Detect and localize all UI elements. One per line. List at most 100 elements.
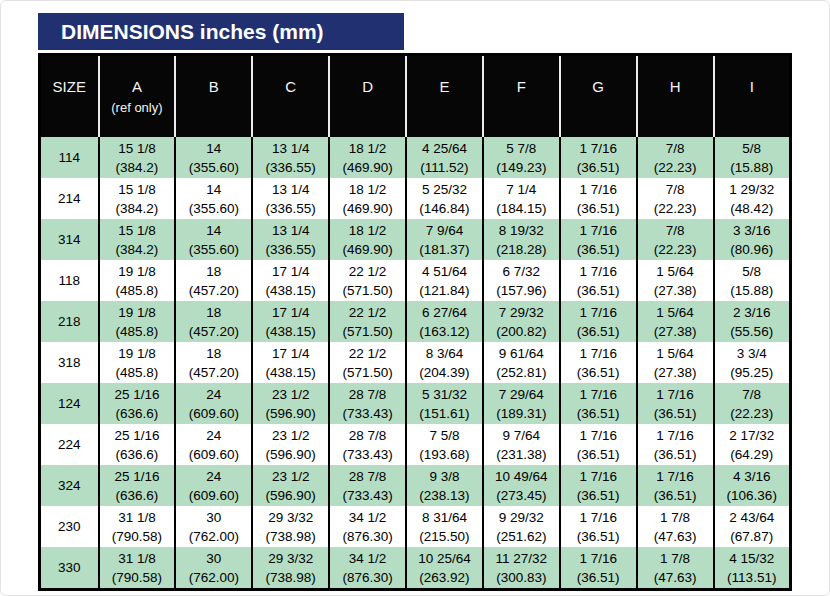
- dim-mm: (36.51): [561, 199, 636, 218]
- table-row: 11819 1/8(485.8)18(457.20)17 1/4(438.15)…: [40, 260, 791, 301]
- table-row: 21415 1/8(384.2)14(355.60)13 1/4(336.55)…: [40, 178, 791, 219]
- dim-mm: (355.60): [176, 158, 251, 177]
- dim-inches: 6 27/64: [407, 303, 482, 322]
- dim-cell: 10 25/64(263.92): [406, 547, 483, 590]
- dim-inches: 6 7/32: [484, 262, 559, 281]
- column-header-f: F: [483, 55, 560, 138]
- column-sublabel: [484, 99, 559, 117]
- column-label: SIZE: [41, 77, 98, 97]
- dim-inches: 23 1/2: [253, 467, 328, 486]
- dim-cell: 1 5/64(27.38): [637, 260, 714, 301]
- dim-cell: 24(609.60): [175, 383, 252, 424]
- dim-mm: (64.29): [715, 445, 790, 464]
- dim-inches: 14: [176, 139, 251, 158]
- dim-inches: 15 1/8: [100, 221, 175, 240]
- dim-cell: 15 1/8(384.2): [99, 137, 176, 178]
- column-label: I: [715, 77, 790, 97]
- dim-cell: 30(762.00): [175, 547, 252, 590]
- dim-inches: 7/8: [638, 180, 713, 199]
- dim-mm: (571.50): [330, 363, 405, 382]
- dim-mm: (231.38): [484, 445, 559, 464]
- dim-cell: 11 27/32(300.83): [483, 547, 560, 590]
- dim-mm: (457.20): [176, 322, 251, 341]
- dim-inches: 25 1/16: [100, 426, 175, 445]
- dim-mm: (189.31): [484, 404, 559, 423]
- dim-inches: 23 1/2: [253, 426, 328, 445]
- title-bar: DIMENSIONS inches (mm): [38, 13, 404, 50]
- dim-cell: 1 7/16(36.51): [560, 506, 637, 547]
- dim-inches: 18: [176, 303, 251, 322]
- dim-inches: 2 3/16: [715, 303, 790, 322]
- dim-inches: 1 5/64: [638, 303, 713, 322]
- dim-inches: 5/8: [715, 139, 790, 158]
- dim-mm: (36.51): [561, 404, 636, 423]
- dim-mm: (438.15): [253, 281, 328, 300]
- dim-inches: 4 15/32: [715, 549, 790, 568]
- dim-mm: (636.6): [100, 445, 175, 464]
- dim-inches: 9 61/64: [484, 344, 559, 363]
- dim-mm: (571.50): [330, 281, 405, 300]
- dim-mm: (36.51): [561, 240, 636, 259]
- dim-cell: 1 7/16(36.51): [560, 301, 637, 342]
- dim-cell: 34 1/2(876.30): [329, 547, 406, 590]
- dim-inches: 9 3/8: [407, 467, 482, 486]
- dim-cell: 7/8(22.23): [637, 219, 714, 260]
- dim-mm: (163.12): [407, 322, 482, 341]
- dim-mm: (15.88): [715, 158, 790, 177]
- dim-mm: (596.90): [253, 404, 328, 423]
- dim-cell: 14(355.60): [175, 219, 252, 260]
- dim-inches: 19 1/8: [100, 303, 175, 322]
- dim-cell: 25 1/16(636.6): [99, 424, 176, 465]
- dim-inches: 15 1/8: [100, 139, 175, 158]
- dim-mm: (876.30): [330, 568, 405, 587]
- dim-cell: 18(457.20): [175, 342, 252, 383]
- dim-cell: 2 43/64(67.87): [714, 506, 791, 547]
- dim-mm: (300.83): [484, 568, 559, 587]
- dim-cell: 25 1/16(636.6): [99, 465, 176, 506]
- column-sublabel: [715, 99, 790, 117]
- dim-mm: (485.8): [100, 363, 175, 382]
- dim-mm: (36.51): [561, 322, 636, 341]
- dim-mm: (355.60): [176, 199, 251, 218]
- dim-cell: 3 3/16(80.96): [714, 219, 791, 260]
- dim-inches: 18: [176, 262, 251, 281]
- dim-inches: 31 1/8: [100, 508, 175, 527]
- dim-inches: 1 7/16: [638, 426, 713, 445]
- dim-mm: (457.20): [176, 363, 251, 382]
- dim-cell: 10 49/64(273.45): [483, 465, 560, 506]
- size-cell: 230: [40, 506, 99, 547]
- table-row: 33031 1/8(790.58)30(762.00)29 3/32(738.9…: [40, 547, 791, 590]
- dim-cell: 1 7/16(36.51): [560, 260, 637, 301]
- dim-mm: (146.84): [407, 199, 482, 218]
- dim-mm: (336.55): [253, 199, 328, 218]
- dim-mm: (733.43): [330, 404, 405, 423]
- dim-cell: 8 19/32(218.28): [483, 219, 560, 260]
- dim-cell: 22 1/2(571.50): [329, 342, 406, 383]
- dim-inches: 18 1/2: [330, 221, 405, 240]
- dim-inches: 14: [176, 180, 251, 199]
- column-header-c: C: [252, 55, 329, 138]
- dim-cell: 6 27/64(163.12): [406, 301, 483, 342]
- dim-cell: 9 7/64(231.38): [483, 424, 560, 465]
- dim-mm: (36.51): [561, 281, 636, 300]
- dim-mm: (181.37): [407, 240, 482, 259]
- column-header-e: E: [406, 55, 483, 138]
- dim-mm: (485.8): [100, 322, 175, 341]
- dim-mm: (215.50): [407, 527, 482, 546]
- dim-inches: 18 1/2: [330, 180, 405, 199]
- dim-mm: (571.50): [330, 322, 405, 341]
- size-cell: 314: [40, 219, 99, 260]
- dim-inches: 1 7/16: [561, 549, 636, 568]
- dim-mm: (47.63): [638, 527, 713, 546]
- dim-cell: 14(355.60): [175, 178, 252, 219]
- dim-mm: (762.00): [176, 527, 251, 546]
- table-row: 12425 1/16(636.6)24(609.60)23 1/2(596.90…: [40, 383, 791, 424]
- size-cell: 214: [40, 178, 99, 219]
- dim-inches: 7 29/64: [484, 385, 559, 404]
- dim-cell: 24(609.60): [175, 424, 252, 465]
- dim-cell: 28 7/8(733.43): [329, 465, 406, 506]
- dim-inches: 8 3/64: [407, 344, 482, 363]
- dim-mm: (457.20): [176, 281, 251, 300]
- column-sublabel: (ref only): [100, 99, 175, 117]
- dimensions-table: SIZEA(ref only)BCDEFGHI 11415 1/8(384.2)…: [38, 53, 792, 591]
